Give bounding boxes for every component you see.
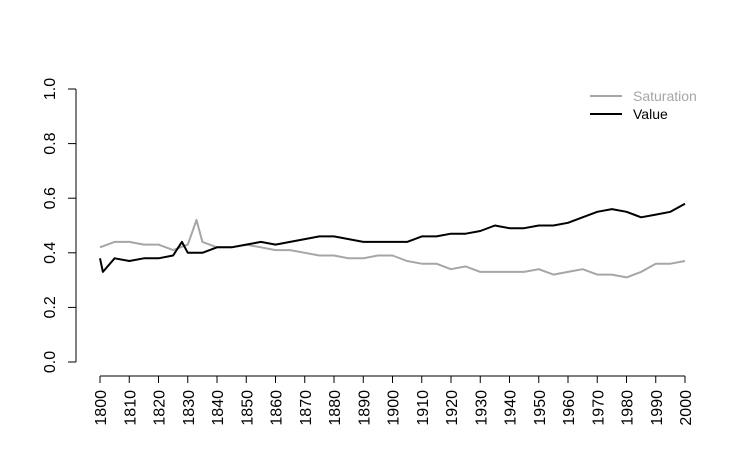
x-tick-label: 1930 [473, 390, 490, 426]
x-tick-label: 1950 [532, 390, 549, 426]
x-tick-label: 1880 [327, 390, 344, 426]
x-tick-label: 1840 [210, 390, 227, 426]
y-axis: 0.0 0.2 0.4 0.6 0.8 1.0 [42, 78, 77, 373]
x-tick-label: 1990 [649, 390, 666, 426]
x-tick-label: 1830 [181, 390, 198, 426]
series-line-saturation [99, 219, 686, 279]
x-tick-label: 1900 [386, 390, 403, 426]
x-tick-label: 1820 [152, 390, 169, 426]
series-line-value [99, 202, 686, 273]
y-tick-label: 0.0 [42, 351, 59, 373]
y-tick-label: 0.2 [42, 296, 59, 318]
x-tick-label: 1870 [298, 390, 315, 426]
x-tick-label: 1970 [590, 390, 607, 426]
x-tick-label: 1810 [122, 390, 139, 426]
x-tick-label: 2000 [678, 390, 695, 426]
x-tick-label: 1860 [269, 390, 286, 426]
x-tick-label: 1960 [561, 390, 578, 426]
legend: Saturation Value [590, 88, 697, 122]
x-tick-label: 1980 [620, 390, 637, 426]
legend-label-saturation: Saturation [633, 88, 697, 104]
legend-label-value: Value [633, 106, 668, 122]
y-tick-label: 0.8 [42, 132, 59, 154]
x-tick-label: 1920 [444, 390, 461, 426]
x-tick-label: 1800 [93, 390, 110, 426]
x-tick-label: 1850 [239, 390, 256, 426]
x-tick-label: 1910 [415, 390, 432, 426]
y-tick-label: 0.4 [42, 242, 59, 264]
x-tick-label: 1890 [356, 390, 373, 426]
y-tick-label: 0.6 [42, 187, 59, 209]
x-axis: 1800 1810 1820 1830 1840 1850 1860 1870 1880 1890… [93, 375, 695, 426]
y-tick-label: 1.0 [42, 78, 59, 100]
series-layer [99, 202, 686, 279]
x-tick-label: 1940 [503, 390, 520, 426]
